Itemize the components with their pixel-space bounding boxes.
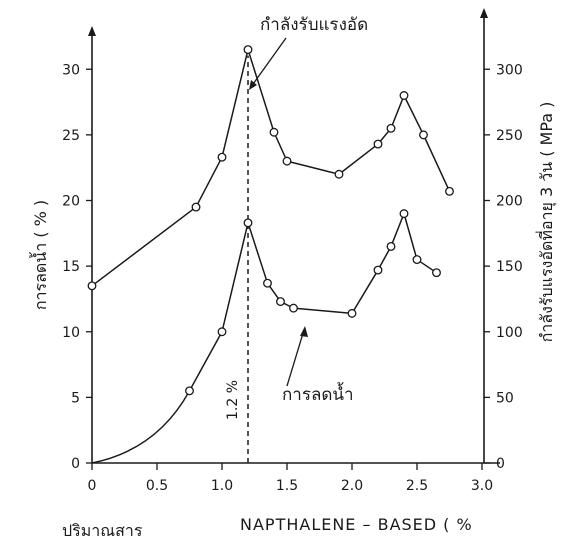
series-layer	[87, 45, 454, 464]
series-line	[91, 48, 451, 287]
series-group	[91, 209, 441, 464]
data-point	[399, 91, 409, 100]
left-tick-label: 20	[62, 194, 80, 210]
x-axis-label-left: ปริมาณสาร	[62, 521, 143, 540]
right-tick-label: 200	[496, 194, 523, 210]
left-y-axis-arrow	[88, 26, 96, 36]
data-point	[191, 202, 201, 212]
data-point	[289, 303, 298, 313]
x-tick-label: 1.0	[211, 478, 233, 494]
x-tick-label: 3.0	[471, 478, 493, 494]
data-point	[419, 130, 428, 140]
right-tick-label: 0	[496, 456, 505, 472]
x-tick-label: 2.0	[341, 478, 363, 494]
right-tick-label: 300	[496, 62, 523, 78]
data-point	[282, 156, 292, 166]
x-tick-label: 0.5	[146, 478, 168, 494]
left-tick-label: 0	[71, 456, 80, 472]
data-point	[347, 308, 357, 318]
x-tick-label: 1.5	[276, 478, 298, 494]
water-annotation: การลดน้ำ	[282, 382, 354, 405]
left-tick-label: 25	[62, 128, 80, 144]
left-axis-label: การลดน้ำ ( % )	[29, 200, 50, 310]
data-point	[87, 281, 97, 291]
strength-annotation-arrow	[250, 37, 287, 88]
left-tick-label: 30	[62, 62, 80, 78]
chart-axes	[88, 8, 500, 464]
data-point	[217, 327, 227, 337]
data-point	[185, 386, 194, 396]
series-line	[91, 212, 437, 464]
data-point	[243, 218, 253, 228]
left-tick-label: 15	[62, 259, 80, 275]
data-point	[445, 186, 454, 196]
data-point	[386, 241, 396, 251]
data-point	[399, 209, 409, 219]
left-tick-label: 10	[62, 325, 80, 341]
x-tick-label: 0	[88, 478, 97, 494]
data-point	[276, 297, 285, 307]
right-y-ticks: 0 50 100 150 200 250 300	[484, 62, 523, 472]
x-tick-label: 2.5	[406, 478, 428, 494]
right-y-axis-arrow	[480, 8, 488, 18]
data-point	[269, 127, 279, 137]
strength-annotation-arrowhead	[249, 80, 257, 90]
data-point	[373, 139, 383, 149]
water-annotation-arrowhead	[300, 326, 308, 337]
data-point	[334, 169, 344, 179]
dose-annotation: 1.2 %	[225, 380, 241, 420]
right-tick-label: 150	[496, 259, 523, 275]
data-point	[432, 268, 441, 278]
left-y-ticks: 0 5 10 15 20 25 30	[62, 62, 92, 472]
left-tick-label: 5	[71, 390, 80, 406]
strength-annotation: กำลังรับแรงอัด	[260, 15, 368, 35]
right-tick-label: 100	[496, 325, 523, 341]
data-point	[412, 255, 422, 265]
x-axis-label-right: NAPTHALENE – BASED ( %	[240, 515, 473, 534]
right-axis-label: กำลังรับแรงอัดที่อายุ 3 วัน ( MPa )	[535, 102, 557, 343]
right-tick-label: 250	[496, 128, 523, 144]
water-annotation-arrow	[286, 329, 305, 387]
data-point	[243, 45, 253, 55]
x-ticks: 0 0.5 1.0 1.5 2.0 2.5 3.0	[88, 463, 493, 494]
data-point	[373, 265, 383, 275]
data-point	[263, 278, 272, 288]
right-tick-label: 50	[496, 390, 514, 406]
data-point	[386, 123, 396, 133]
data-point	[217, 152, 227, 162]
series-group	[87, 45, 454, 291]
